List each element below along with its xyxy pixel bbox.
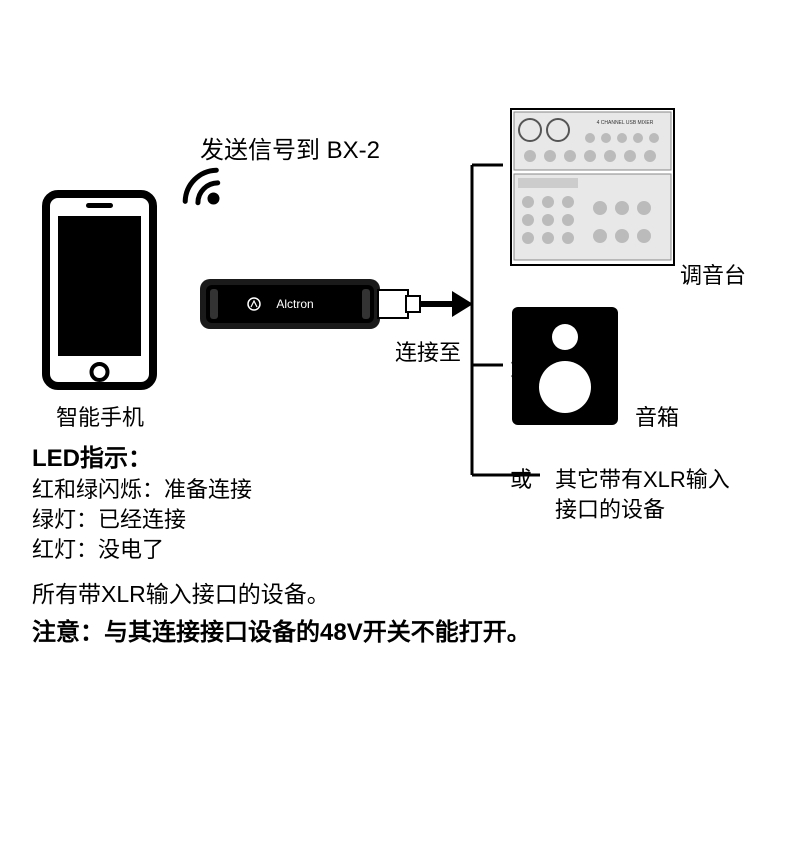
all-xlr-label: 所有带XLR输入接口的设备。 bbox=[32, 575, 330, 609]
connect-to-label: 连接至 bbox=[395, 335, 461, 367]
led-line2: 绿灯：已经连接 bbox=[32, 502, 186, 534]
led-heading: LED指示： bbox=[32, 438, 152, 473]
speaker-label: 音箱 bbox=[635, 400, 679, 432]
led-line1: 红和绿闪烁：准备连接 bbox=[32, 472, 252, 504]
phone-label: 智能手机 bbox=[56, 400, 144, 432]
mixer-icon: 4 CHANNEL USB MIXER bbox=[510, 108, 675, 266]
svg-text:4 CHANNEL USB MIXER: 4 CHANNEL USB MIXER bbox=[597, 120, 654, 126]
warning-label: 注意：与其连接接口设备的48V开关不能打开。 bbox=[32, 612, 531, 647]
or-label-2: 或 bbox=[510, 462, 532, 494]
xlr-other-line2: 接口的设备 bbox=[555, 492, 665, 524]
led-line3: 红灯：没电了 bbox=[32, 532, 164, 564]
speaker-icon bbox=[510, 305, 620, 427]
mixer-label: 调音台 bbox=[680, 258, 746, 290]
xlr-other-line1: 其它带有XLR输入 bbox=[555, 462, 730, 494]
